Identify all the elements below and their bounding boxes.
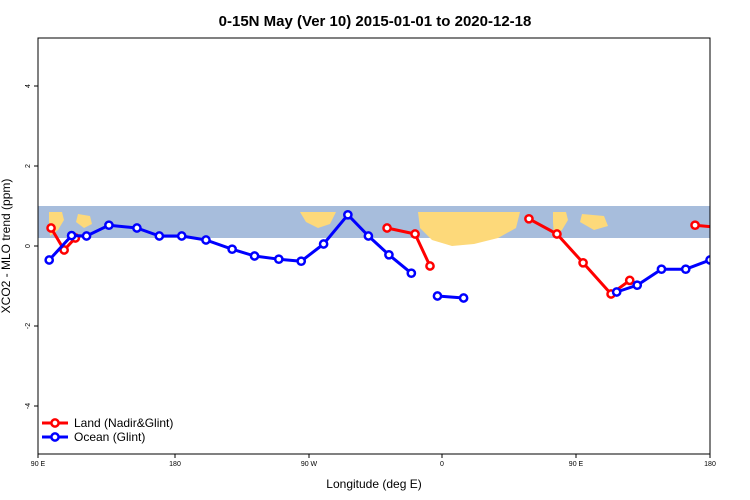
data-point bbox=[318, 239, 329, 249]
legend-label: Ocean (Glint) bbox=[74, 430, 145, 444]
land-shape-indonesia-repeat bbox=[580, 214, 608, 230]
data-point bbox=[624, 275, 635, 286]
data-point bbox=[578, 257, 588, 268]
legend-marker bbox=[50, 432, 60, 442]
y-tick-label: 2 bbox=[25, 164, 32, 168]
x-tick-label: 0 bbox=[440, 461, 444, 468]
data-point bbox=[81, 231, 92, 241]
legend: Land (Nadir&Glint)Ocean (Glint) bbox=[42, 416, 173, 444]
data-point bbox=[154, 231, 165, 241]
y-axis-label: XCO2 - MLO trend (ppm) bbox=[0, 179, 13, 314]
y-tick-label: 4 bbox=[25, 84, 32, 88]
data-point bbox=[736, 246, 743, 253]
data-point bbox=[382, 223, 392, 233]
data-point bbox=[66, 230, 77, 241]
data-point bbox=[680, 264, 691, 275]
data-point bbox=[249, 251, 260, 261]
x-tick-label: 180 bbox=[704, 461, 716, 468]
y-tick-label: 0 bbox=[25, 244, 32, 248]
data-point bbox=[44, 255, 55, 265]
data-point bbox=[176, 231, 187, 241]
x-tick-label: 90 E bbox=[569, 461, 584, 468]
x-tick-label: 180 bbox=[169, 461, 181, 468]
chart-title: 0-15N May (Ver 10) 2015-01-01 to 2020-12… bbox=[219, 13, 532, 30]
data-point bbox=[458, 293, 469, 303]
data-point bbox=[632, 280, 643, 291]
data-point bbox=[731, 232, 738, 239]
data-point bbox=[201, 235, 211, 245]
series-1 bbox=[44, 209, 738, 303]
data-point bbox=[273, 254, 284, 265]
plot-frame bbox=[37, 37, 711, 455]
series-line bbox=[616, 257, 710, 294]
data-point bbox=[343, 209, 353, 220]
y-tick-label: -4 bbox=[25, 403, 32, 409]
ocean-band bbox=[38, 206, 710, 238]
data-point bbox=[104, 220, 114, 231]
legend-marker bbox=[50, 418, 60, 428]
data-point bbox=[363, 231, 374, 241]
data-point bbox=[611, 287, 622, 297]
data-point bbox=[425, 261, 435, 271]
x-tick-label: 90 E bbox=[31, 461, 46, 468]
data-point bbox=[46, 223, 56, 233]
y-axis: -4 -2 0 2 4 bbox=[25, 84, 38, 409]
data-point bbox=[524, 213, 534, 224]
series-0 bbox=[46, 213, 743, 299]
legend-label: Land (Nadir&Glint) bbox=[74, 416, 173, 430]
data-point bbox=[406, 268, 417, 279]
data-point bbox=[552, 229, 562, 239]
data-point bbox=[227, 244, 237, 255]
data-point bbox=[296, 256, 307, 267]
data-point bbox=[705, 255, 710, 265]
land-shape-indonesia bbox=[76, 214, 92, 228]
data-point bbox=[656, 264, 667, 275]
x-tick-label: 90 W bbox=[301, 461, 318, 468]
land-shape-america bbox=[300, 212, 336, 228]
x-axis: 90 E 180 90 W 0 90 E 180 bbox=[31, 454, 716, 468]
data-point bbox=[132, 223, 142, 233]
data-point bbox=[410, 229, 420, 239]
x-axis-label: Longitude (deg E) bbox=[326, 477, 421, 491]
land-shape-africa bbox=[418, 212, 520, 246]
data-point bbox=[432, 291, 443, 301]
data-point bbox=[59, 245, 69, 255]
y-tick-label: -2 bbox=[25, 323, 32, 329]
data-point bbox=[384, 249, 394, 260]
data-point bbox=[690, 220, 700, 231]
series-layer bbox=[44, 209, 743, 303]
data-point bbox=[721, 224, 728, 231]
